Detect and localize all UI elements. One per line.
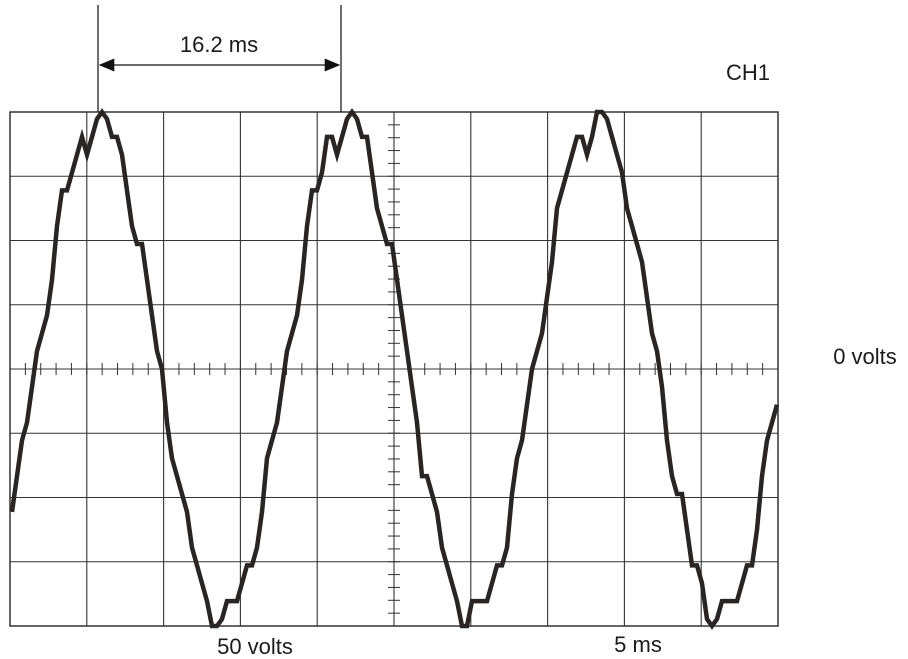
axis-tick-marks bbox=[9, 111, 779, 627]
volts-per-division-label: 50 volts bbox=[217, 634, 293, 659]
zero-volts-label: 0 volts bbox=[833, 344, 897, 369]
waveform-path bbox=[9, 108, 780, 630]
time-per-division-label: 5 ms bbox=[614, 632, 662, 657]
period-label: 16.2 ms bbox=[180, 32, 258, 57]
channel-label: CH1 bbox=[726, 60, 770, 85]
waveform-trace bbox=[9, 108, 780, 630]
